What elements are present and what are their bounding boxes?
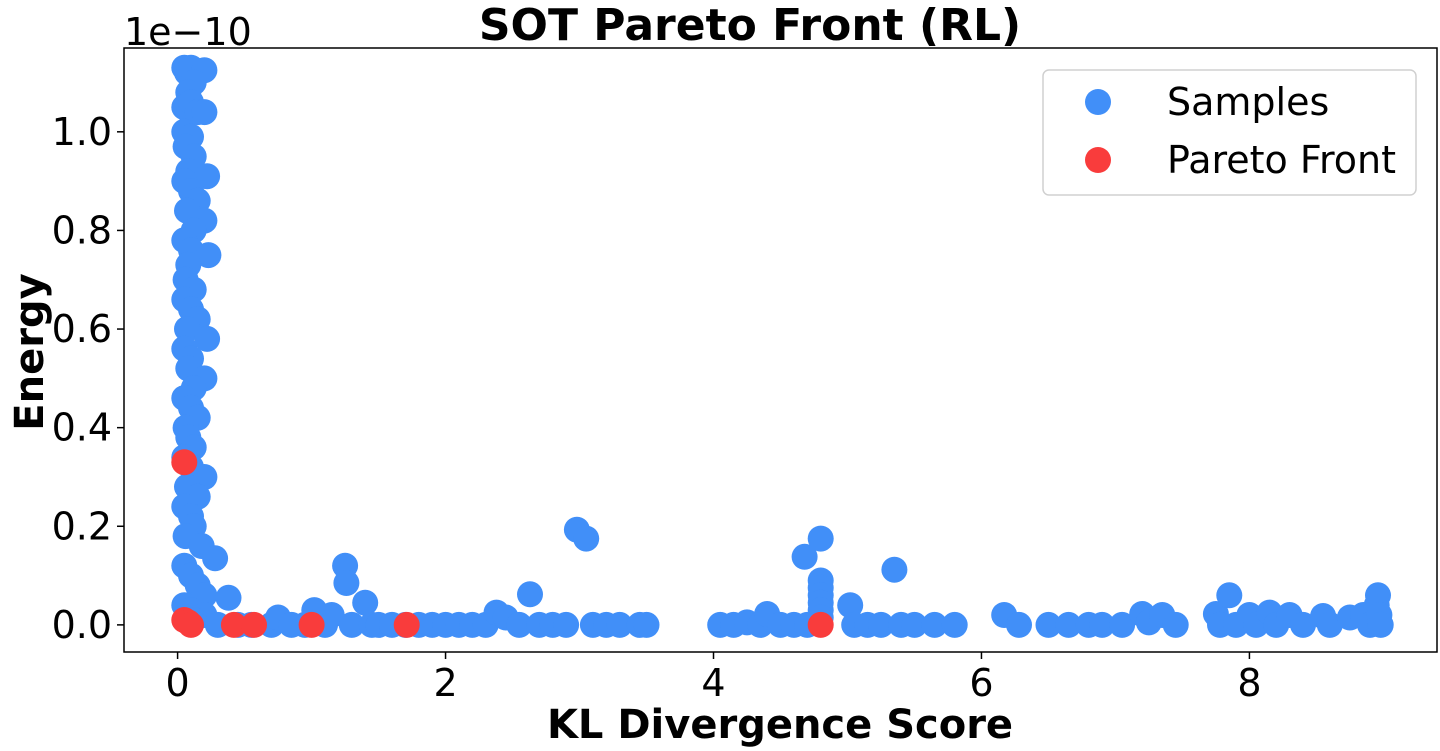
sample-point [215, 584, 242, 611]
sample-point [1006, 611, 1032, 638]
sample-point [868, 611, 894, 638]
y-tick-label: 0.4 [52, 406, 112, 450]
sample-point [506, 611, 533, 638]
points-layer [171, 54, 1394, 638]
plot-frame [123, 47, 1438, 653]
sample-point [881, 556, 908, 583]
x-tick-label: 0 [165, 661, 189, 705]
sample-point [202, 545, 229, 572]
y-tick-label: 1.0 [52, 110, 112, 154]
sample-point [194, 325, 221, 352]
legend: Samples Pareto Front [1042, 69, 1417, 196]
pareto-point [807, 611, 834, 638]
sample-point [517, 581, 543, 608]
pareto-point [298, 611, 325, 638]
sample-point [174, 316, 200, 342]
sample-point [1089, 611, 1116, 638]
sample-point [191, 99, 218, 126]
sample-point [921, 611, 948, 638]
sample-point [352, 589, 379, 616]
sample-point [791, 543, 818, 570]
sample-point [573, 525, 600, 552]
legend-marker-samples [1085, 89, 1111, 115]
sample-point [1316, 611, 1343, 638]
sample-point [318, 602, 345, 628]
chart-title: SOT Pareto Front (RL) [479, 0, 1021, 51]
x-tick-label: 2 [433, 661, 457, 705]
sample-point [338, 611, 365, 638]
sample-point [1365, 582, 1391, 609]
legend-label-pareto: Pareto Front [1167, 138, 1396, 182]
sample-point [633, 611, 660, 638]
sample-point [1216, 582, 1243, 609]
y-tick-label: 0.2 [52, 504, 112, 548]
y-offset-text: 1e−10 [124, 10, 252, 54]
x-tick-label: 4 [701, 661, 725, 705]
sample-point [333, 570, 360, 596]
sample-point [195, 242, 222, 269]
sample-point [1162, 611, 1189, 638]
x-axis-label: KL Divergence Score [547, 702, 1013, 748]
sample-point [1035, 611, 1062, 638]
y-axis-label: Energy [7, 273, 53, 430]
sample-point [606, 611, 633, 638]
sample-point [1367, 611, 1394, 638]
legend-label-samples: Samples [1167, 80, 1329, 124]
sample-point [553, 611, 580, 638]
sample-point [1109, 611, 1136, 638]
sample-point [807, 525, 834, 552]
sample-point [837, 592, 864, 619]
y-tick-label: 0.6 [52, 307, 112, 351]
ticks-layer: 0 2 4 6 8 0.0 0.2 0.4 0.6 0.8 1.0 [52, 110, 1262, 705]
pareto-point [241, 611, 267, 638]
x-tick-label: 8 [1237, 661, 1261, 705]
pareto-point [393, 611, 420, 638]
sample-point [941, 611, 968, 638]
pareto-point [220, 611, 247, 638]
legend-marker-pareto [1085, 147, 1111, 173]
y-tick-label: 0.0 [52, 603, 112, 647]
sample-point [1290, 611, 1316, 638]
y-tick-label: 0.8 [52, 208, 112, 252]
sample-point [901, 611, 928, 638]
legend-box [1042, 69, 1417, 196]
pareto-point [171, 449, 198, 476]
pareto-point [178, 611, 204, 638]
x-tick-label: 6 [969, 661, 993, 705]
sample-point [1055, 611, 1082, 638]
